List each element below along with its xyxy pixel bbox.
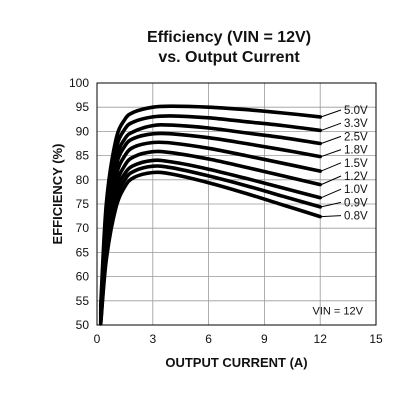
series-leader-line <box>321 109 342 118</box>
series-label: 1.2V <box>344 171 368 183</box>
vin-annotation: VIN = 12V <box>313 305 364 317</box>
series-leader-line <box>321 135 342 144</box>
y-tick-label: 80 <box>76 173 90 187</box>
y-tick-label: 85 <box>76 149 90 163</box>
y-tick-labels: 50 55 60 65 70 75 80 85 90 95 100 <box>69 76 89 332</box>
chart-title-line2: vs. Output Current <box>158 49 300 66</box>
x-axis-label: OUTPUT CURRENT (A) <box>165 355 307 370</box>
x-tick-label: 6 <box>205 332 212 346</box>
series-curves <box>98 104 322 326</box>
x-tick-label: 9 <box>261 332 268 346</box>
series-label: 0.8V <box>344 211 368 223</box>
y-tick-label: 95 <box>76 100 90 114</box>
y-tick-label: 90 <box>76 124 90 138</box>
chart-title-line1: Efficiency (VIN = 12V) <box>146 29 312 46</box>
y-tick-label: 50 <box>76 318 90 332</box>
series-label: 3.3V <box>344 118 368 130</box>
series-leader-line <box>321 175 342 186</box>
y-tick-label: 75 <box>76 197 90 211</box>
y-tick-label: 60 <box>76 270 90 284</box>
series-label: 1.5V <box>344 158 368 170</box>
y-axis-label: EFFICIENCY (%) <box>50 144 65 245</box>
x-tick-label: 15 <box>369 332 383 346</box>
series-line-0-8V <box>98 170 322 326</box>
series-leader-line <box>321 215 342 218</box>
x-tick-label: 0 <box>94 332 101 346</box>
series-label: 1.0V <box>344 184 368 196</box>
y-tick-label: 70 <box>76 221 90 235</box>
series-label: 0.9V <box>344 197 368 209</box>
plot-frame <box>96 82 377 326</box>
series-labels: 5.0V3.3V2.5V 1.8V1.5V1.2V1.0V0.9V 0.8V <box>321 105 368 223</box>
series-leader-line <box>321 122 342 131</box>
series-line-3-3V <box>98 114 322 313</box>
y-tick-label: 65 <box>76 245 90 259</box>
y-tick-label: 55 <box>76 294 90 308</box>
series-label: 1.8V <box>344 145 368 157</box>
y-tick-label: 100 <box>69 76 89 90</box>
x-tick-labels: 0 3 6 9 12 15 <box>94 332 383 346</box>
series-leader-line <box>321 188 342 199</box>
series-leader-line <box>321 162 342 172</box>
x-tick-label: 12 <box>314 332 328 346</box>
series-label: 5.0V <box>344 105 368 117</box>
series-label: 2.5V <box>344 131 368 143</box>
series-leader-line <box>321 149 342 158</box>
series-leader-line <box>321 201 342 208</box>
series-line-2-5V <box>98 122 322 315</box>
x-tick-label: 3 <box>149 332 156 346</box>
